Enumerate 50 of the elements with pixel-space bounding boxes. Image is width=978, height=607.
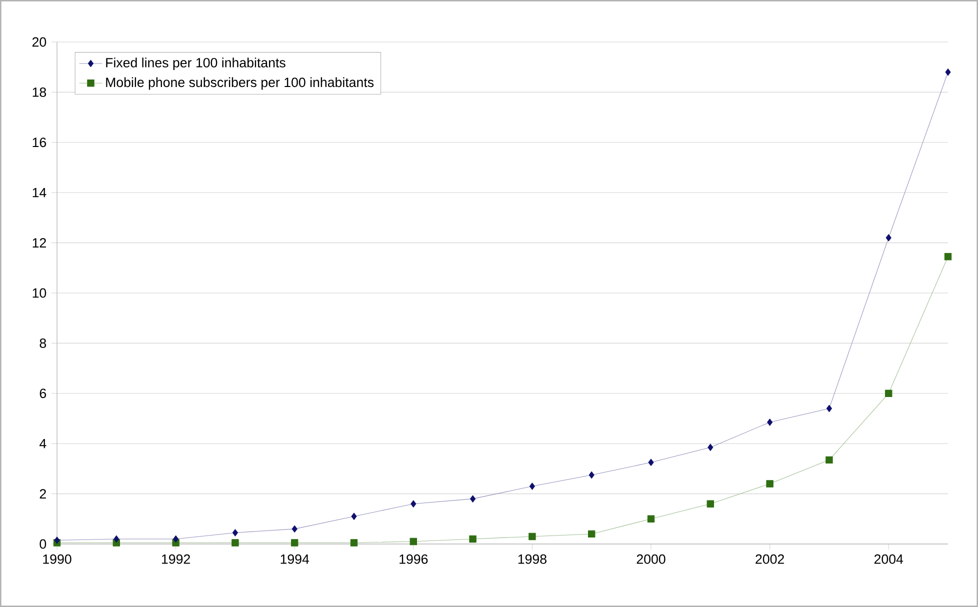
point — [767, 418, 773, 426]
point — [766, 480, 774, 488]
y-tick-label: 20 — [32, 37, 46, 47]
point — [648, 458, 654, 466]
point — [529, 482, 535, 490]
x-tick-label: 2004 — [874, 554, 904, 564]
point — [886, 234, 892, 242]
y-tick-label: 14 — [32, 188, 46, 198]
y-tick-label: 4 — [40, 439, 46, 448]
y-tick-label: 12 — [32, 238, 46, 248]
x-tick-label: 1990 — [43, 554, 72, 564]
point — [885, 390, 892, 397]
y-tick-label: 0 — [40, 539, 46, 549]
point — [945, 68, 951, 76]
point — [528, 532, 536, 540]
x-tick-label: 2000 — [636, 554, 666, 564]
point — [708, 444, 714, 451]
y-tick-label: 16 — [32, 138, 46, 148]
point — [470, 495, 476, 502]
y-tick-label: 8 — [40, 338, 46, 348]
point — [588, 530, 596, 538]
y-tick-label: 2 — [40, 489, 46, 498]
point — [826, 404, 832, 412]
x-tick-label: 1992 — [162, 554, 190, 564]
point — [54, 536, 60, 544]
x-tick-label: 1998 — [518, 554, 546, 564]
point — [232, 529, 238, 536]
point — [232, 539, 239, 546]
x-tick-label: 1994 — [280, 554, 310, 564]
point — [291, 539, 298, 546]
legend-label: Fixed lines per 100 inhabitants — [106, 58, 286, 70]
point — [469, 535, 476, 543]
point — [351, 512, 357, 520]
x-tick-label: 2002 — [756, 554, 784, 564]
point — [292, 525, 298, 533]
point — [350, 539, 358, 546]
point — [647, 515, 655, 522]
point — [410, 538, 418, 546]
point — [410, 500, 416, 508]
y-tick-label: 18 — [32, 87, 46, 97]
point — [706, 500, 714, 508]
x-tick-label: 1996 — [400, 554, 428, 564]
y-tick-label: 6 — [40, 388, 46, 398]
point — [944, 253, 952, 260]
point — [588, 471, 594, 479]
point — [114, 535, 120, 543]
y-tick-label: 10 — [32, 288, 46, 298]
point — [826, 456, 833, 464]
point — [173, 535, 179, 543]
legend-label: Mobile phone subscribers per 100 inhabitants — [106, 77, 374, 90]
